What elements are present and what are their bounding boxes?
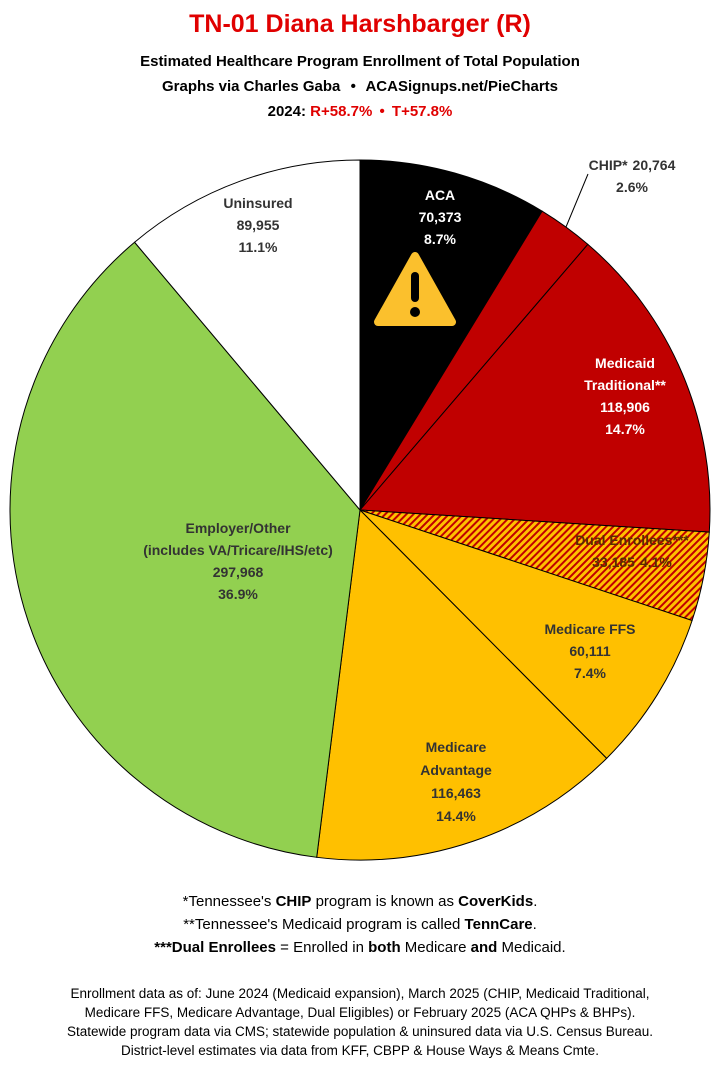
slice-label: 70,373 — [419, 209, 462, 225]
year-part: • — [379, 103, 384, 120]
text-part: both — [368, 939, 400, 956]
share-label: 7.4% — [574, 665, 606, 681]
text-part: . — [533, 893, 537, 910]
footnote: *Tennessee's CHIP program is known as Co… — [183, 893, 538, 910]
pie-slice — [359, 509, 693, 760]
slice-label: CHIP* 20,764 — [589, 157, 676, 173]
text-part: and — [471, 939, 498, 956]
subtitle: Estimated Healthcare Program Enrollment … — [140, 53, 580, 70]
source-line: District-level estimates via data from K… — [121, 1043, 599, 1058]
source-line: Medicare FFS, Medicare Advantage, Dual E… — [85, 1005, 636, 1020]
category-label: Medicare — [426, 739, 487, 755]
source-line: Statewide program data via CMS; statewid… — [67, 1024, 653, 1039]
text-part: CoverKids — [458, 893, 533, 910]
category-label: CHIP* — [589, 157, 628, 173]
pie-slice — [133, 159, 361, 512]
category-label: Traditional** — [584, 377, 666, 393]
slice-label: 36.9% — [218, 586, 258, 602]
value-label: 297,968 — [213, 564, 264, 580]
slice-label: ACA — [425, 187, 455, 203]
share-label: 4.1% — [640, 554, 672, 570]
pie-slice — [358, 243, 711, 533]
share-label: 2.6% — [616, 179, 648, 195]
slice-label: 7.4% — [574, 665, 606, 681]
value-label: 20,764 — [633, 157, 676, 173]
slice-label: Dual Enrollees*** — [575, 532, 689, 548]
text-part: **Tennessee's Medicaid program is called — [183, 916, 464, 933]
share-label: 36.9% — [218, 586, 258, 602]
year-part: T+57.8% — [392, 103, 452, 120]
slice-label: Medicaid — [595, 355, 655, 371]
chart-title: TN-01 Diana Harshbarger (R) — [189, 10, 531, 38]
slice-label: 89,955 — [237, 217, 280, 233]
slice-label: 11.1% — [239, 239, 278, 255]
share-label: 14.4% — [436, 808, 476, 824]
subtitle-part: Graphs via Charles Gaba — [162, 78, 341, 95]
category-label: Medicaid — [595, 355, 655, 371]
value-label: 70,373 — [419, 209, 462, 225]
category-label: Medicare FFS — [544, 621, 635, 637]
slice-label: Uninsured — [223, 195, 292, 211]
source-line: Enrollment data as of: June 2024 (Medica… — [70, 986, 649, 1001]
slice-label: 2.6% — [616, 179, 648, 195]
value-label: 116,463 — [431, 785, 481, 801]
share-label: 8.7% — [424, 231, 456, 247]
subtitle-part: ACASignups.net/PieCharts — [365, 78, 558, 95]
year-line: 2024: R+58.7% • T+57.8% — [268, 103, 453, 120]
footnote: **Tennessee's Medicaid program is called… — [183, 916, 537, 933]
slice-label: 60,111 — [569, 643, 610, 659]
slice-label: (includes VA/Tricare/IHS/etc) — [143, 542, 333, 558]
category-label: Uninsured — [223, 195, 292, 211]
value-label: 118,906 — [600, 399, 650, 415]
slice-label: 14.4% — [436, 808, 476, 824]
slice-label: Advantage — [420, 762, 492, 778]
footnotes: *Tennessee's CHIP program is known as Co… — [154, 893, 565, 956]
value-label: 89,955 — [237, 217, 280, 233]
leader-line — [565, 173, 589, 228]
text-part: TennCare — [465, 916, 533, 933]
pie-slice — [359, 159, 543, 512]
text-part: program is known as — [311, 893, 458, 910]
pie — [9, 159, 711, 861]
slice-label: Medicare — [426, 739, 487, 755]
value-label: 33,185 — [592, 554, 635, 570]
warning-icon — [374, 252, 456, 326]
text-part: Medicaid. — [497, 939, 565, 956]
share-label: 14.7% — [605, 421, 645, 437]
labels: ACA 70,373 8.7% CHIP* 20,764 2.6% Medicaid Trad… — [143, 157, 689, 824]
sources: Enrollment data as of: June 2024 (Medica… — [67, 986, 653, 1058]
slice-label: 297,968 — [213, 564, 264, 580]
pie-slice — [316, 508, 608, 861]
slice-label: 14.7% — [605, 421, 645, 437]
subtitle: Graphs via Charles Gaba • ACASignups.net… — [162, 78, 558, 95]
slice-label: Medicare FFS — [544, 621, 635, 637]
year-part: R+58.7% — [310, 103, 372, 120]
category-label: (includes VA/Tricare/IHS/etc) — [143, 542, 333, 558]
year-part: 2024: — [268, 103, 306, 120]
text-part: *Tennessee's — [183, 893, 276, 910]
pie-slice — [9, 241, 361, 858]
slice-label: Traditional** — [584, 377, 666, 393]
category-label: ACA — [425, 187, 455, 203]
text-part: Medicare — [401, 939, 471, 956]
slice-label: 33,185 4.1% — [592, 554, 672, 570]
slice-label: 118,906 — [600, 399, 650, 415]
text-part: CHIP — [276, 893, 312, 910]
category-label: Advantage — [420, 762, 492, 778]
text-part: ***Dual Enrollees — [154, 939, 276, 956]
slice-label: 8.7% — [424, 231, 456, 247]
category-label: Dual Enrollees*** — [575, 532, 689, 548]
value-label: 60,111 — [569, 643, 610, 659]
slice-label: 116,463 — [431, 785, 481, 801]
share-label: 11.1% — [239, 239, 278, 255]
subtitle-part: • — [351, 78, 356, 95]
slice-label: Employer/Other — [185, 520, 291, 536]
footnote: ***Dual Enrollees = Enrolled in both Med… — [154, 939, 565, 956]
text-part: = Enrolled in — [276, 939, 368, 956]
text-part: . — [533, 916, 537, 933]
category-label: Employer/Other — [185, 520, 291, 536]
